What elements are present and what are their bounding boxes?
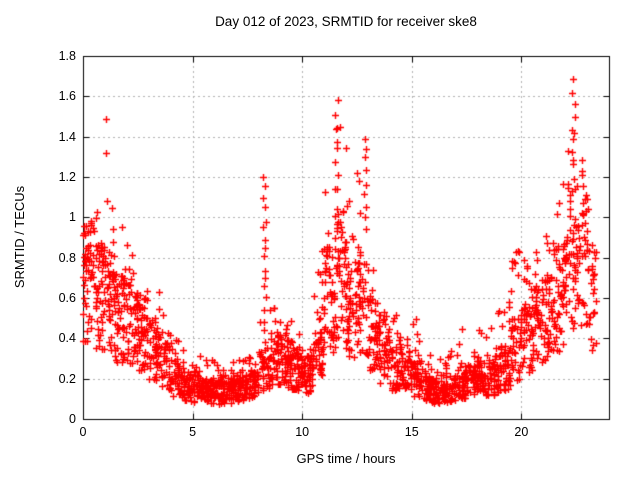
y-tick-label: 0.4: [58, 331, 76, 346]
chart-title: Day 012 of 2023, SRMTID for receiver ske…: [215, 14, 477, 29]
x-axis-label: GPS time / hours: [296, 451, 396, 466]
y-tick-label: 1.2: [58, 170, 76, 184]
x-tick-label: 5: [189, 425, 197, 439]
y-tick-label: 0.6: [58, 291, 76, 305]
y-tick-label: 0.8: [58, 250, 76, 265]
y-tick-label: 1.8: [58, 49, 76, 63]
y-tick-label: 1.4: [58, 129, 76, 144]
x-tick-label: 20: [514, 425, 529, 439]
y-tick-label: 1.6: [58, 89, 76, 104]
y-tick-label: 0: [69, 412, 76, 426]
y-tick-label: 0.2: [58, 371, 76, 386]
y-tick-label: 1: [69, 210, 76, 225]
x-tick-label: 10: [295, 425, 310, 439]
y-axis-label-text: SRMTID / TECUs: [12, 185, 27, 289]
x-tick-label: 0: [79, 425, 87, 439]
x-tick-label: 15: [404, 425, 419, 439]
